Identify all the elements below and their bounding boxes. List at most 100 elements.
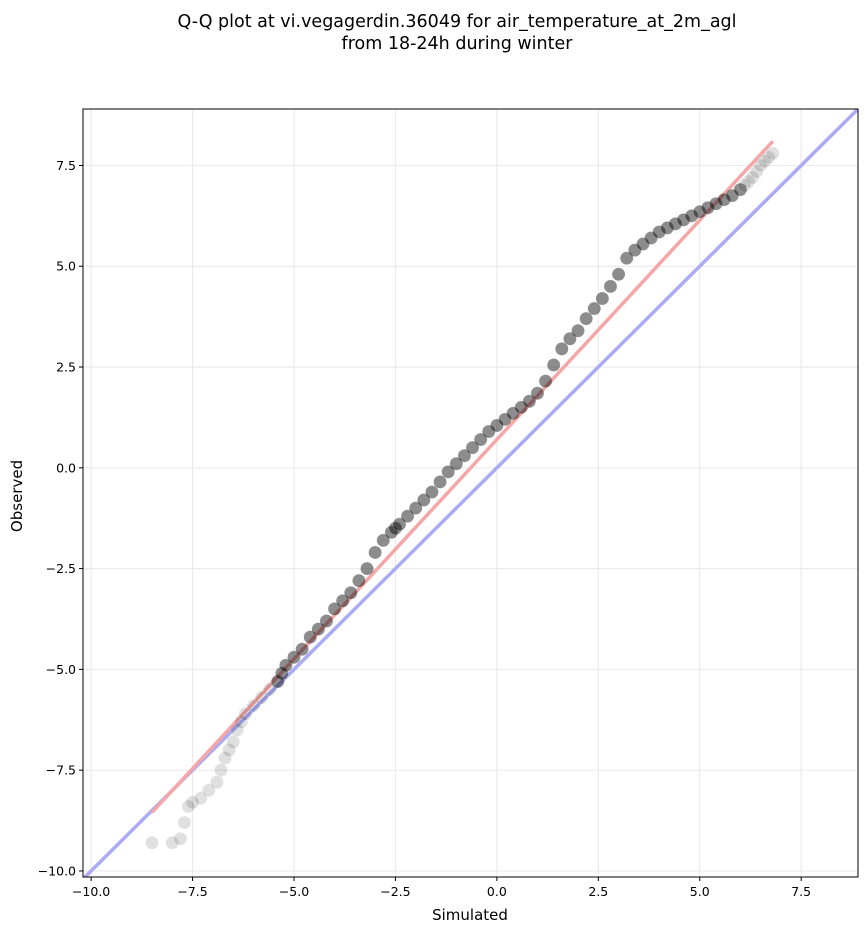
quantile-point-55 — [546, 358, 561, 372]
quantile-point-82 — [749, 164, 764, 179]
quantile-point-60 — [587, 301, 602, 316]
quantile-point-52 — [522, 394, 537, 409]
identity-line — [83, 109, 858, 877]
quantile-point-48 — [490, 418, 504, 433]
quantile-point-13 — [230, 723, 244, 737]
quantile-point-39 — [417, 493, 431, 507]
quantile-point-65 — [628, 243, 642, 257]
plot-area — [83, 109, 858, 877]
quantile-point-9 — [214, 763, 228, 777]
quantile-point-73 — [692, 205, 707, 219]
quantile-point-28 — [335, 594, 350, 608]
quantile-point-32 — [368, 545, 382, 560]
quantile-point-49 — [498, 412, 512, 427]
quantile-point-85 — [761, 150, 776, 165]
quantile-point-83 — [753, 158, 768, 173]
quantile-point-16 — [246, 698, 261, 713]
quantile-point-12 — [226, 735, 240, 749]
y-tick-label-3: −2.5 — [46, 561, 76, 576]
quantile-point-26 — [319, 614, 334, 628]
quantile-point-70 — [668, 217, 683, 231]
y-tick-label-1: −7.5 — [46, 763, 76, 778]
quantile-point-45 — [465, 440, 480, 455]
quantile-point-6 — [193, 791, 208, 806]
quantile-point-36 — [392, 517, 407, 532]
quantile-point-21 — [279, 658, 293, 673]
quantile-point-8 — [210, 775, 224, 790]
quantile-point-41 — [433, 475, 447, 489]
quantile-point-62 — [603, 279, 618, 294]
quantile-point-69 — [660, 221, 675, 235]
quantile-point-66 — [636, 237, 650, 251]
quantile-point-86 — [765, 146, 780, 161]
quantile-point-31 — [360, 561, 374, 576]
quantile-point-79 — [737, 178, 752, 193]
quantile-point-80 — [741, 174, 756, 189]
quantile-point-64 — [619, 251, 634, 265]
quantile-point-19 — [270, 674, 285, 689]
quantile-point-57 — [563, 331, 577, 346]
x-tick-label-2: −5.0 — [279, 884, 309, 899]
quantile-point-17 — [254, 690, 269, 705]
x-tick-label-6: 5.0 — [690, 884, 710, 899]
quantile-point-53 — [530, 386, 545, 401]
quantile-point-81 — [745, 170, 760, 185]
y-axis: −10.0 −7.5 −5.0 −2.5 0.0 2.5 5.0 7.5 — [38, 158, 83, 878]
quantile-point-77 — [725, 188, 740, 203]
quantile-point-38 — [408, 501, 423, 515]
quantile-point-30 — [352, 573, 366, 588]
y-tick-label-7: 7.5 — [56, 158, 76, 173]
x-tick-label-3: −2.5 — [380, 884, 410, 899]
y-tick-label-2: −5.0 — [46, 662, 76, 677]
quantile-point-44 — [457, 448, 472, 463]
quantile-point-51 — [514, 400, 529, 415]
x-tick-label-1: −7.5 — [177, 884, 207, 899]
quantile-point-7 — [201, 783, 216, 798]
quantile-point-2 — [173, 831, 188, 846]
chart-title-line-1: Q-Q plot at vi.vegagerdin.36049 for air_… — [177, 12, 736, 32]
quantile-point-40 — [425, 485, 439, 499]
y-tick-label-4: 0.0 — [56, 460, 76, 475]
quantile-point-59 — [579, 311, 593, 326]
quantile-point-72 — [684, 209, 699, 223]
x-axis-label: Simulated — [432, 906, 508, 924]
quantile-point-54 — [538, 374, 553, 388]
x-tick-label-4: 0.0 — [487, 884, 507, 899]
quantile-point-4 — [181, 799, 196, 814]
quantile-point-68 — [652, 225, 666, 239]
quantile-point-84 — [757, 154, 772, 169]
quantile-point-35 — [388, 521, 403, 536]
quantile-point-78 — [733, 182, 748, 197]
quantile-point-61 — [595, 291, 610, 306]
quantile-point-37 — [400, 509, 415, 523]
quantile-point-25 — [311, 622, 326, 636]
x-tick-label-5: 2.5 — [588, 884, 608, 899]
quantile-point-63 — [611, 267, 626, 282]
quantile-point-1 — [165, 835, 180, 850]
quantile-point-58 — [571, 323, 585, 338]
quantile-point-46 — [473, 432, 488, 447]
quantile-point-76 — [717, 192, 731, 207]
y-tick-label-5: 2.5 — [56, 360, 76, 375]
quantile-point-23 — [295, 642, 309, 657]
quantile-point-0 — [145, 835, 159, 850]
x-tick-label-0: −10.0 — [72, 884, 110, 899]
quantile-point-10 — [218, 751, 232, 765]
quantile-point-24 — [303, 630, 318, 644]
quantile-point-50 — [506, 406, 520, 421]
fit-line — [150, 140, 775, 814]
quantile-point-71 — [676, 213, 691, 227]
quantile-point-11 — [222, 743, 236, 757]
quantile-point-18 — [262, 682, 277, 697]
quantile-point-29 — [344, 585, 358, 600]
quantile-point-42 — [441, 465, 455, 479]
y-tick-label-6: 5.0 — [56, 259, 76, 274]
x-tick-label-7: 7.5 — [791, 884, 811, 899]
quantile-point-5 — [185, 795, 200, 810]
quantile-point-74 — [701, 200, 715, 215]
quantile-point-20 — [275, 666, 289, 681]
x-axis: −10.0 −7.5 −5.0 −2.5 0.0 2.5 5.0 7.5 — [72, 877, 811, 899]
quantile-point-75 — [709, 196, 723, 211]
quantile-point-67 — [644, 231, 658, 245]
